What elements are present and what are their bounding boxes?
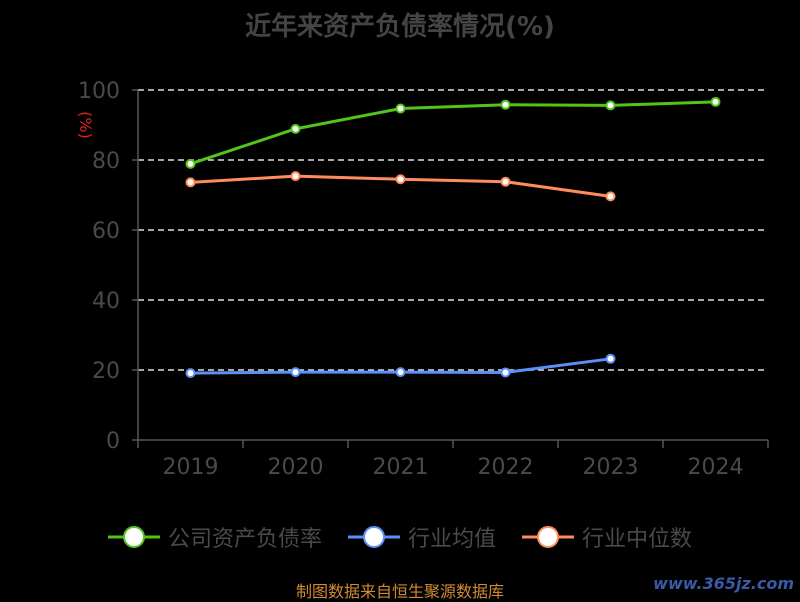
data-point [290,171,301,182]
data-point [290,367,301,378]
data-point [290,123,301,134]
legend-item-industry-median[interactable]: 行业中位数 [522,520,692,554]
data-point [710,96,721,107]
y-tick-label: 60 [92,219,120,244]
x-tick-label: 2021 [373,455,429,480]
series-line-0 [190,100,716,166]
data-point [605,191,616,202]
watermark: www.365jz.com [653,574,794,593]
y-tick-label: 40 [92,289,120,314]
y-axis-label: (%) [76,111,95,139]
y-tick-label: 100 [78,79,120,104]
x-tick-label: 2023 [583,455,639,480]
legend-marker-icon [522,526,574,548]
data-point [395,103,406,114]
data-point [185,177,196,188]
data-point [185,368,196,379]
x-tick-label: 2020 [268,455,324,480]
x-tick-label: 2022 [478,455,534,480]
x-tick-label: 2019 [163,455,219,480]
data-point [395,174,406,185]
legend-label: 公司资产负债率 [167,527,322,552]
chart-title: 近年来资产负债率情况(%) [245,12,555,42]
data-point [605,100,616,111]
series-layer [185,96,721,379]
axes: 0 20 40 60 80 100 (%) 2019 2020 2021 2022 2023 2024 [76,79,769,480]
legend-marker-icon [107,526,160,548]
data-point [605,353,616,364]
y-tick-label: 20 [92,359,120,384]
y-tick-label: 80 [92,149,120,174]
x-tick-label: 2024 [688,455,744,480]
data-point [500,176,511,187]
legend-marker-icon [347,526,400,548]
data-point [185,158,196,169]
data-point [500,367,511,378]
legend-label: 行业均值 [407,527,496,552]
legend: 公司资产负债率 行业均值 行业中位数 [0,520,800,554]
legend-label: 行业中位数 [582,527,693,552]
source-note: 制图数据来自恒生聚源数据库 [295,582,504,601]
data-point [395,367,406,378]
legend-item-industry-mean[interactable]: 行业均值 [347,520,496,554]
grid-lines [138,89,768,371]
legend-item-company[interactable]: 公司资产负债率 [107,520,322,554]
y-tick-label: 0 [106,429,120,454]
data-point [500,99,511,110]
